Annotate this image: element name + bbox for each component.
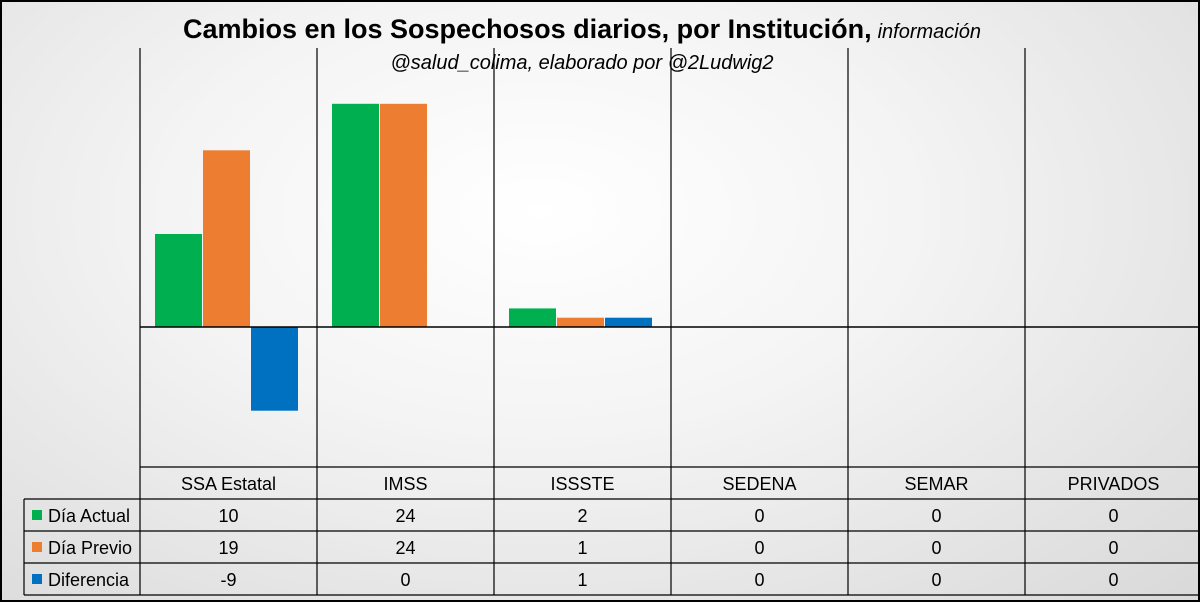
legend-swatch-dia-actual xyxy=(32,510,42,520)
data-label-dia-previo-ssa-estatal: 19 xyxy=(218,538,238,558)
category-label-ssa-estatal: SSA Estatal xyxy=(181,474,276,494)
legend-swatch-diferencia xyxy=(32,574,42,584)
data-label-dia-actual-sedena: 0 xyxy=(754,506,764,526)
bar-dia-previo-issste xyxy=(557,317,604,327)
data-label-dia-previo-semar: 0 xyxy=(931,538,941,558)
legend-label-dia-actual: Día Actual xyxy=(48,506,130,526)
chart-subtitle: @salud_colima, elaborado por @2Ludwig2 xyxy=(390,52,774,74)
bar-dia-actual-issste xyxy=(509,308,556,327)
chart-title-main: Cambios en los Sospechosos diarios, por … xyxy=(182,14,872,44)
data-label-dia-previo-privados: 0 xyxy=(1108,538,1118,558)
data-label-dia-actual-ssa-estatal: 10 xyxy=(218,506,238,526)
data-label-diferencia-semar: 0 xyxy=(931,570,941,590)
category-label-imss: IMSS xyxy=(383,474,427,494)
bar-diferencia-ssa-estatal xyxy=(251,327,298,411)
chart-title: Cambios en los Sospechosos diarios, por … xyxy=(2,14,1162,45)
bar-dia-previo-imss xyxy=(380,103,427,327)
legend-swatch-dia-previo xyxy=(32,542,42,552)
data-label-dia-actual-issste: 2 xyxy=(577,506,587,526)
category-label-privados: PRIVADOS xyxy=(1068,474,1160,494)
bar-dia-actual-ssa-estatal xyxy=(155,234,202,327)
bar-dia-previo-ssa-estatal xyxy=(203,150,250,327)
category-label-semar: SEMAR xyxy=(904,474,968,494)
data-label-dia-previo-issste: 1 xyxy=(577,538,587,558)
category-label-sedena: SEDENA xyxy=(722,474,796,494)
bar-diferencia-issste xyxy=(605,317,652,327)
data-label-dia-actual-semar: 0 xyxy=(931,506,941,526)
data-label-dia-previo-sedena: 0 xyxy=(754,538,764,558)
legend-label-dia-previo: Día Previo xyxy=(48,538,132,558)
data-label-diferencia-ssa-estatal: -9 xyxy=(220,570,236,590)
data-label-diferencia-privados: 0 xyxy=(1108,570,1118,590)
chart-title-tail: información xyxy=(877,21,981,43)
data-label-dia-actual-privados: 0 xyxy=(1108,506,1118,526)
data-label-dia-previo-imss: 24 xyxy=(395,538,415,558)
data-label-dia-actual-imss: 24 xyxy=(395,506,415,526)
bar-dia-actual-imss xyxy=(332,103,379,327)
data-label-diferencia-issste: 1 xyxy=(577,570,587,590)
data-label-diferencia-sedena: 0 xyxy=(754,570,764,590)
legend-label-diferencia: Diferencia xyxy=(48,570,130,590)
data-label-diferencia-imss: 0 xyxy=(400,570,410,590)
category-label-issste: ISSSTE xyxy=(550,474,614,494)
